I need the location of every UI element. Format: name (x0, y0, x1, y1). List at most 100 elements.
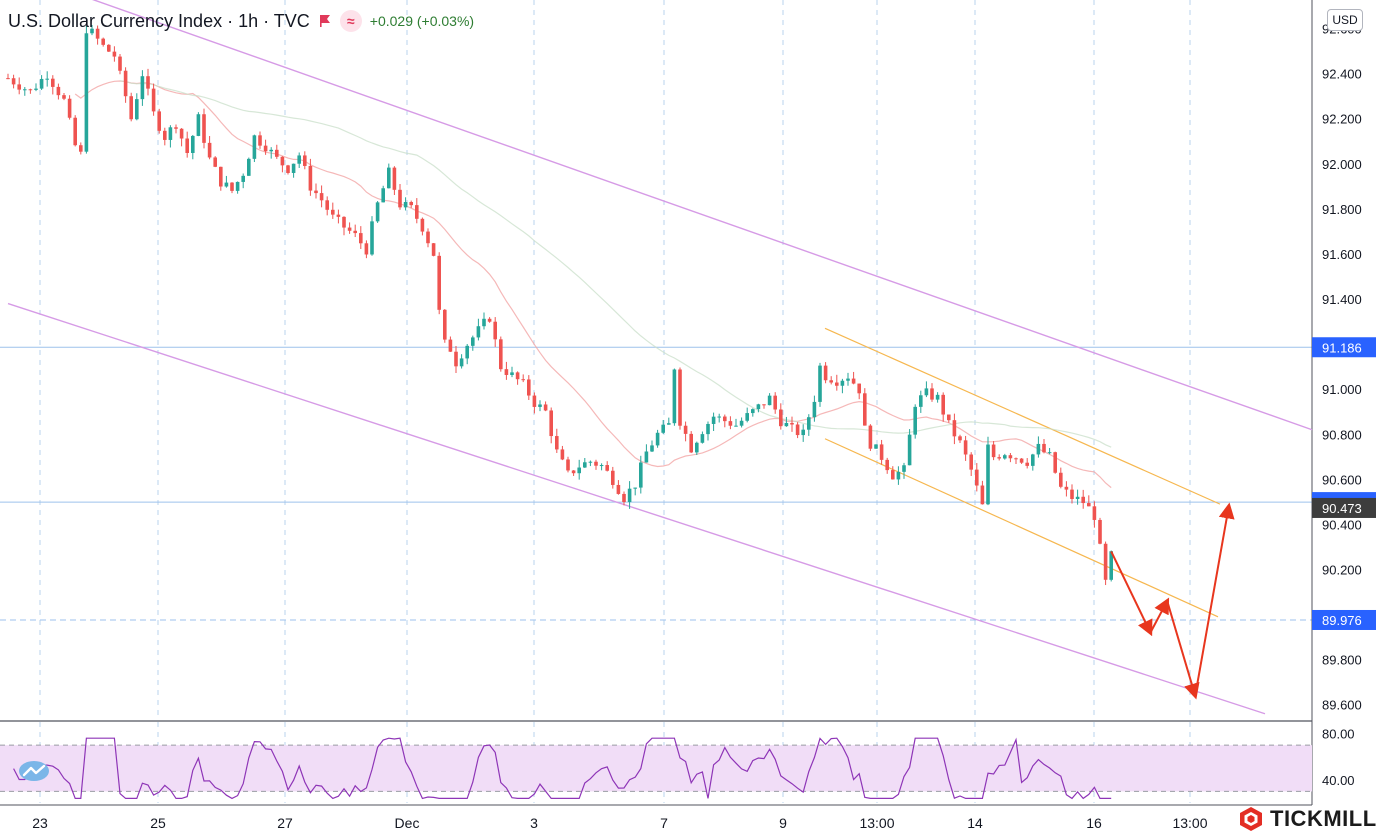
time-tick-label: 23 (32, 815, 48, 831)
flag-icon[interactable] (318, 14, 332, 28)
candle-body (465, 345, 469, 359)
candle-body (790, 422, 794, 425)
price-axis[interactable]: 92.60092.40092.20092.00091.80091.60091.4… (1312, 22, 1376, 788)
time-axis[interactable]: 23 25 27 Dec 3 7 9 13:00 14 16 13:00 (32, 815, 1208, 831)
candle-body (168, 127, 173, 140)
candle-body (123, 70, 128, 97)
channel-upper (91, 0, 1313, 431)
currency-button[interactable]: USD (1327, 9, 1363, 31)
candle-body (202, 114, 206, 143)
candle-body (314, 190, 318, 194)
candle-body (6, 78, 10, 80)
candle-body (286, 165, 290, 173)
projection-arrow (1194, 502, 1235, 696)
candle-body (459, 358, 464, 367)
candle-body (924, 388, 929, 396)
candle-body (756, 404, 761, 410)
candle-body (633, 487, 637, 489)
candle-body (118, 56, 122, 71)
projection-arrow (1110, 551, 1153, 637)
rsi-tick-label: 80.00 (1322, 727, 1355, 742)
candle-body (695, 442, 699, 453)
candle-body (51, 78, 55, 87)
candle-body (1098, 519, 1102, 544)
candle-body (1064, 486, 1069, 490)
candle-body (476, 326, 481, 338)
candle-body (297, 155, 301, 164)
candle-body (762, 404, 766, 406)
candle-body (868, 425, 873, 449)
symbol-title[interactable]: U.S. Dollar Currency Index · 1h · TVC (8, 10, 310, 31)
candle-body (896, 471, 901, 480)
candle-body (829, 380, 833, 383)
candle-body (599, 465, 604, 467)
candle-body (1070, 489, 1074, 500)
candle-body (62, 95, 66, 99)
indicator-icon[interactable]: ≈ (339, 10, 362, 32)
candle-body (219, 166, 223, 187)
candle-body (107, 44, 111, 52)
candle-body (336, 214, 341, 217)
candle-body (185, 138, 189, 154)
projection-arrow (1166, 600, 1200, 700)
candle-body (571, 470, 576, 474)
candle-body (135, 99, 139, 120)
candle-body (863, 393, 867, 426)
candle-body (409, 202, 413, 206)
candle-body (784, 422, 789, 427)
candle-body (594, 461, 598, 466)
candle-body (431, 243, 436, 256)
candle-body (515, 372, 520, 380)
candle-body (67, 98, 72, 118)
candle-body (605, 465, 609, 471)
candle-body (415, 205, 419, 219)
grid-lines (0, 0, 1313, 806)
candle-body (919, 395, 923, 407)
candle-body (975, 469, 979, 486)
candle-body (907, 434, 912, 466)
candle-body (151, 88, 156, 112)
candle-body (1042, 443, 1046, 453)
candle-body (667, 423, 671, 425)
candle-body (583, 462, 587, 468)
candle-body (930, 388, 934, 400)
candle-body (779, 409, 783, 427)
candle-body (387, 167, 391, 189)
candle-body (364, 243, 369, 255)
price-tick-label: 92.400 (1322, 67, 1362, 82)
ma-fast-line (74, 80, 1112, 489)
candle-body (655, 432, 660, 446)
candle-body (555, 436, 559, 450)
rsi-band (0, 745, 1312, 792)
candle-body (263, 145, 268, 152)
candle-body (616, 484, 621, 494)
trend-channels (7, 0, 1313, 715)
time-tick-label: 25 (150, 815, 166, 831)
candle-body (969, 454, 973, 470)
inner-channel-upper (824, 327, 1221, 505)
candle-body (454, 351, 458, 367)
price-tag-label: 90.473 (1322, 501, 1362, 516)
candle-body (381, 188, 385, 203)
candle-body (622, 493, 626, 503)
time-tick-label: 13:00 (1172, 815, 1207, 831)
candle-body (129, 96, 133, 120)
candle-body (952, 420, 957, 437)
candle-body (269, 149, 273, 152)
tickmill-logo-icon (1240, 807, 1262, 831)
price-tag-label: 91.186 (1322, 340, 1362, 355)
candle-body (879, 444, 884, 460)
candle-body (487, 318, 492, 322)
candle-body (426, 231, 430, 244)
price-tag-bg (1312, 609, 1376, 630)
candle-body (510, 372, 514, 375)
candle-body (991, 444, 996, 458)
price-tick-label: 92.200 (1322, 112, 1362, 127)
candle-body (353, 230, 357, 234)
candle-body (370, 221, 374, 255)
candle-body (359, 233, 363, 244)
candle-body (443, 309, 447, 340)
candle-body (835, 382, 839, 386)
candle-body (1036, 443, 1041, 455)
